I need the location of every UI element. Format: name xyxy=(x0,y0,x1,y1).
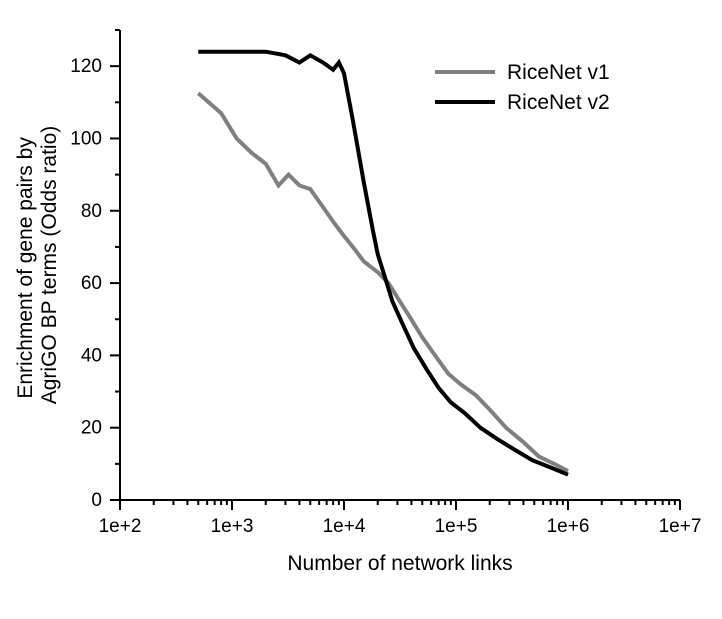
series-line-0 xyxy=(198,93,568,471)
x-tick-label: 1e+4 xyxy=(323,516,366,537)
x-tick-label: 1e+5 xyxy=(435,516,478,537)
x-axis-label: Number of network links xyxy=(287,552,512,575)
legend: RiceNet v1 RiceNet v2 xyxy=(435,61,610,114)
y-axis-label-line1: Enrichment of gene pairs by xyxy=(14,137,37,399)
x-tick-label: 1e+2 xyxy=(99,516,142,537)
y-tick-label: 0 xyxy=(91,490,102,511)
line-chart: 1e+21e+31e+41e+51e+61e+7020406080100120 … xyxy=(0,0,722,619)
y-axis-label: Enrichment of gene pairs by AgriGO BP te… xyxy=(14,126,61,405)
x-tick-label: 1e+7 xyxy=(659,516,702,537)
y-tick-label: 100 xyxy=(70,128,102,149)
y-tick-label: 80 xyxy=(81,201,102,222)
x-tick-label: 1e+3 xyxy=(211,516,254,537)
legend-label: RiceNet v1 xyxy=(507,61,610,84)
y-tick-label: 120 xyxy=(70,56,102,77)
x-tick-label: 1e+6 xyxy=(547,516,590,537)
y-tick-label: 60 xyxy=(81,273,102,294)
y-tick-label: 40 xyxy=(81,345,102,366)
series-line-1 xyxy=(198,52,568,475)
y-axis-label-line2: AgriGO BP terms (Odds ratio) xyxy=(38,126,61,405)
series-group xyxy=(198,52,568,475)
y-tick-label: 20 xyxy=(81,418,102,439)
legend-label: RiceNet v2 xyxy=(507,91,610,114)
chart-container: 1e+21e+31e+41e+51e+61e+7020406080100120 … xyxy=(0,0,722,619)
